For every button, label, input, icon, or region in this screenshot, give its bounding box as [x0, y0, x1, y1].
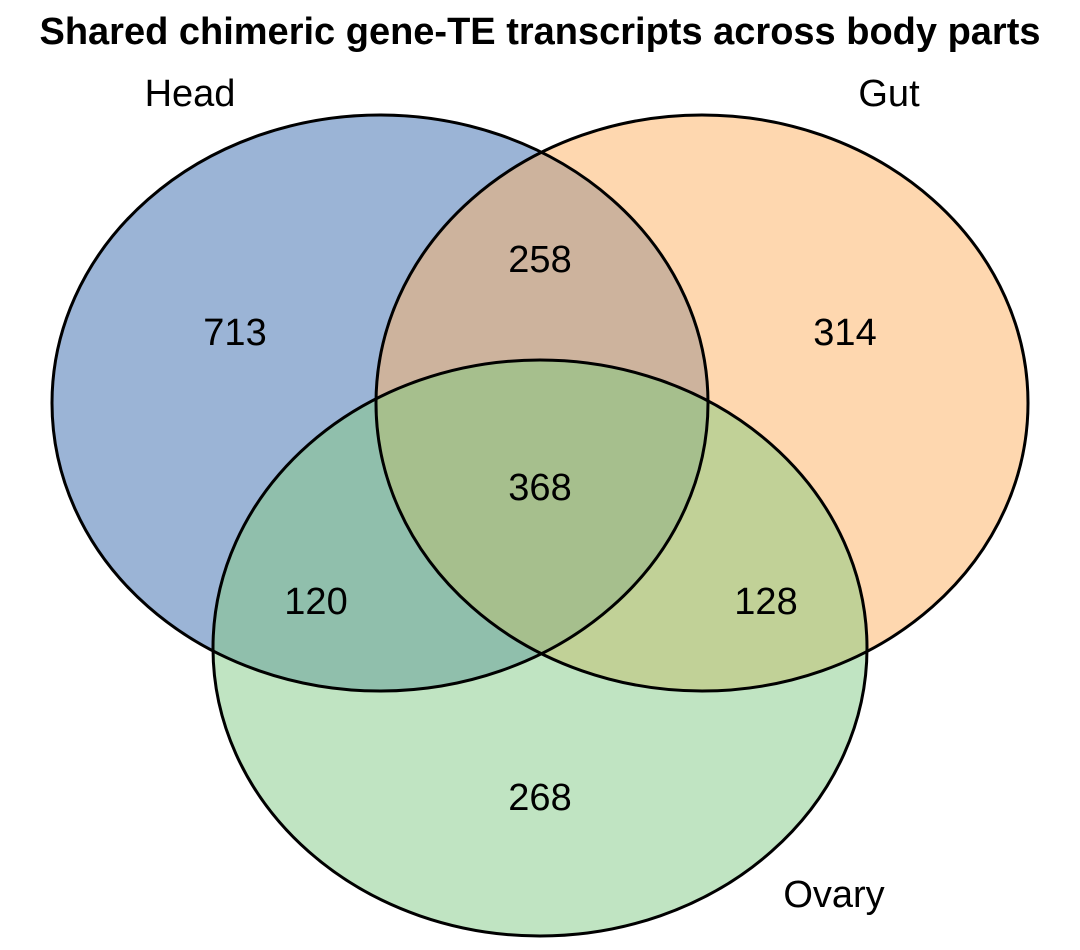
count-head-only: 713 [203, 312, 266, 354]
count-gut-ovary: 128 [734, 581, 797, 623]
set-label-gut: Gut [858, 73, 920, 115]
chart-title: Shared chimeric gene-TE transcripts acro… [39, 11, 1040, 53]
count-gut-only: 314 [813, 312, 876, 354]
count-head-ovary: 120 [284, 581, 347, 623]
set-label-head: Head [145, 73, 236, 115]
gut-outline [374, 113, 1030, 693]
head-outline [50, 113, 710, 693]
count-head-gut-ovary: 368 [508, 467, 571, 509]
count-head-gut: 258 [508, 239, 571, 281]
count-ovary-only: 268 [508, 777, 571, 819]
ovary-outline [211, 358, 869, 938]
set-label-ovary: Ovary [783, 874, 884, 916]
